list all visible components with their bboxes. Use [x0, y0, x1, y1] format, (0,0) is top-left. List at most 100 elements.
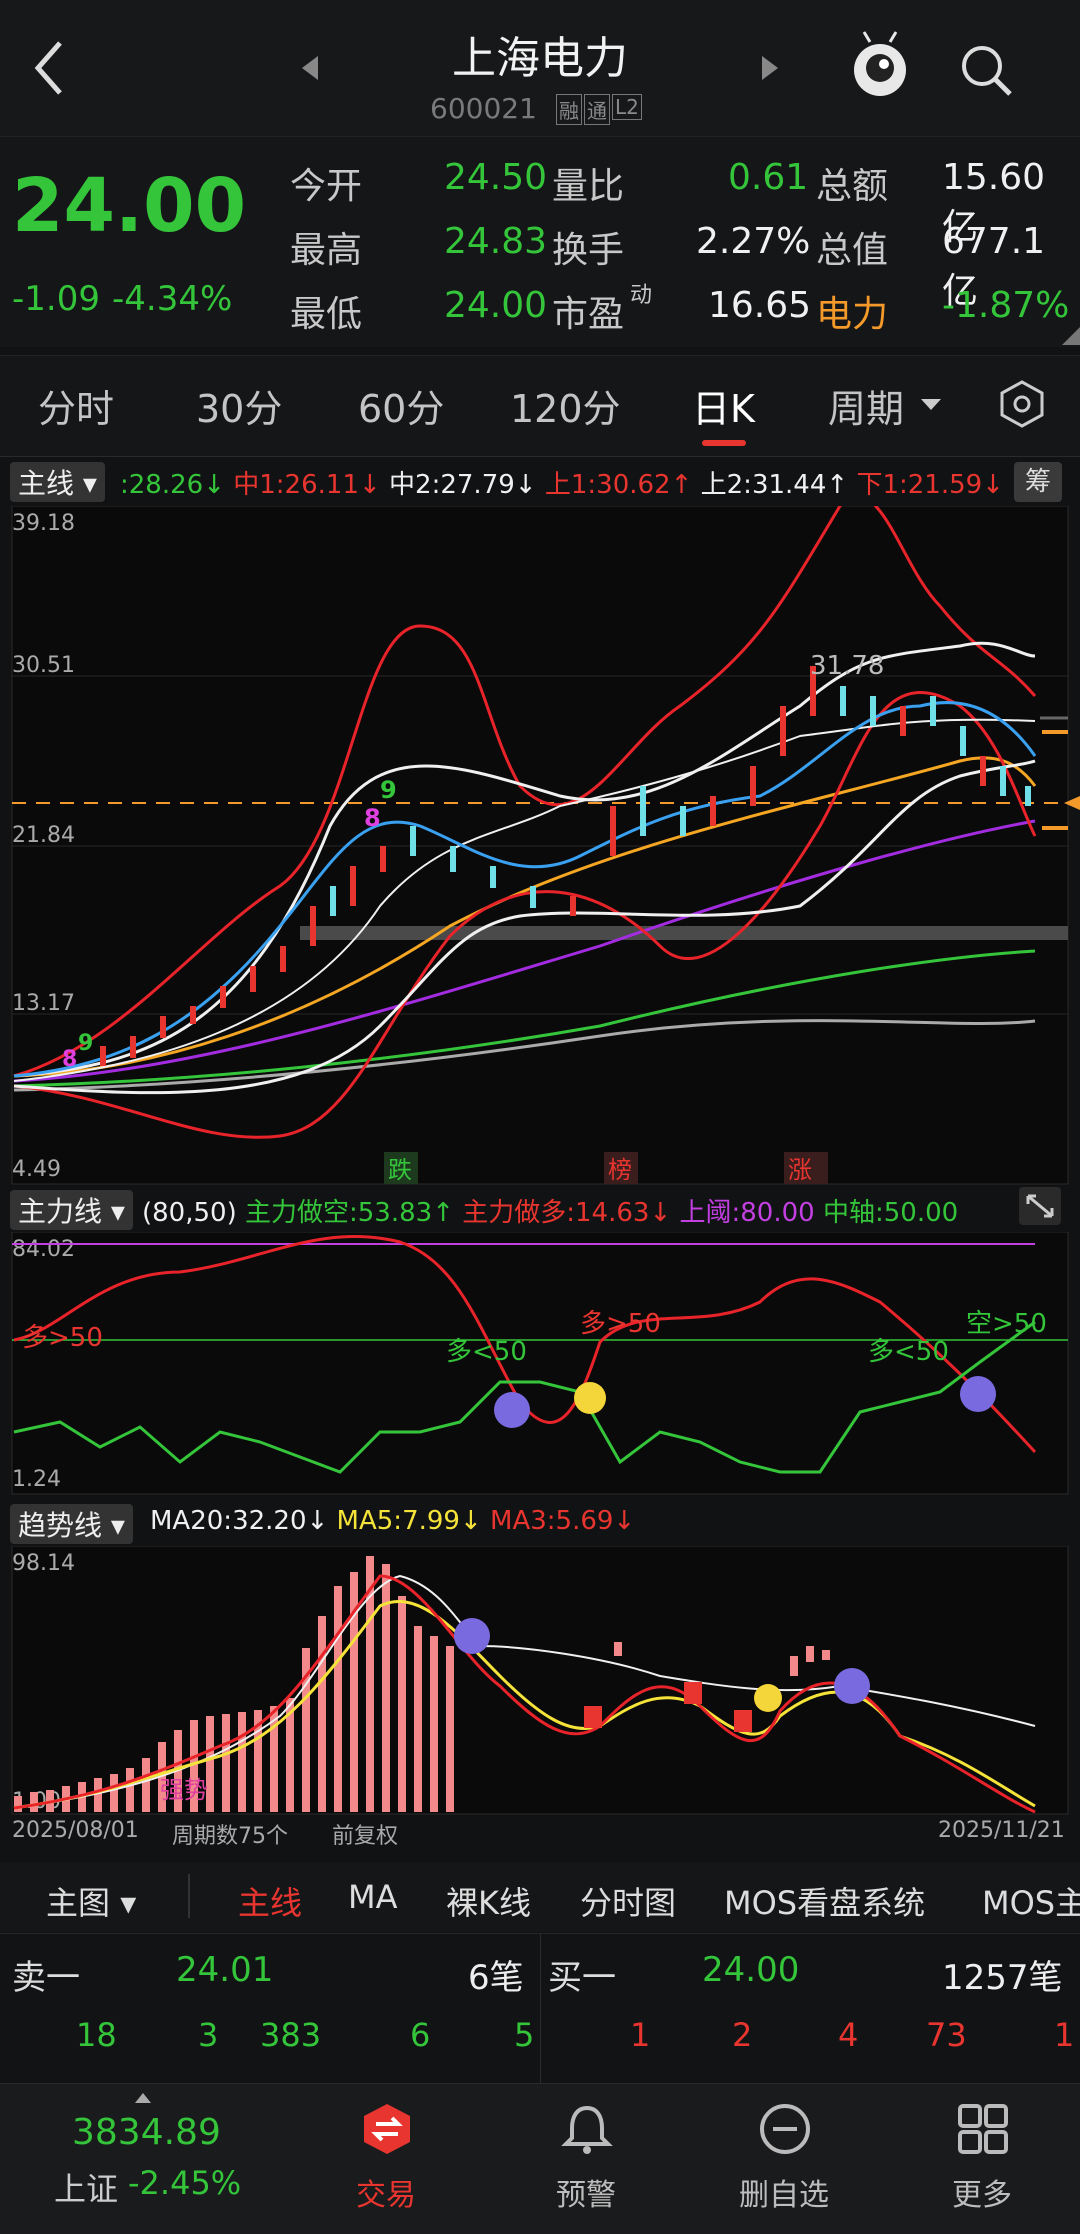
tab-main-line[interactable]: 主线 [238, 1884, 303, 1922]
pe-dynamic-sup: 动 [630, 283, 653, 308]
buy-tick-4: 73 [926, 2016, 967, 2054]
main-chart-label: 主图 [46, 1884, 111, 1922]
main-indicator-selector[interactable]: 主线 ▾ [10, 462, 105, 502]
sell-tick-4: 6 [410, 2016, 431, 2054]
tab-naked-k[interactable]: 裸K线 [446, 1884, 531, 1922]
sub2-legend-ma3: MA3:5.69↓ [490, 1506, 636, 1536]
settings-hexagon-icon[interactable] [996, 378, 1048, 430]
svg-text:9: 9 [380, 776, 397, 804]
stock-name: 上海电力 [452, 33, 628, 84]
buy-tick-5: 1 [1054, 2016, 1075, 2054]
buy-tick-1: 1 [630, 2016, 651, 2054]
turnover-amount-value: 15.60亿 [942, 157, 1046, 248]
tab-30min[interactable]: 30分 [196, 387, 283, 431]
turnover-rate-label: 换手 [552, 230, 625, 271]
bottom-nav: 3834.89 上证 -2.45% 交易 预警 删自选 更多 [0, 2083, 1080, 2234]
quote-panel: 24.00 -1.09 -4.34% 今开 24.50 量比 0.61 总额 1… [0, 136, 1080, 347]
price-change-pct: -4.34% [112, 279, 233, 319]
index-name: 上证 [54, 2170, 119, 2208]
sub2-y-tick-top: 98.14 [12, 1551, 75, 1576]
nav-alert-label: 预警 [556, 2178, 616, 2213]
buy1-label: 买一 [548, 1958, 616, 1998]
trade-icon [364, 2104, 410, 2154]
trend-chart[interactable]: 98.14 1.00 强势 [0, 1546, 1080, 1816]
tab-intraday[interactable]: 分时 [38, 387, 115, 431]
nav-trade[interactable]: 交易 [316, 2094, 456, 2224]
high-value: 24.83 [444, 221, 548, 262]
legend-mid1: 中1:26.11↓ [233, 470, 381, 500]
period-tabs: 分时 30分 60分 120分 日K 周期 [0, 355, 1080, 457]
nav-alert[interactable]: 预警 [516, 2094, 656, 2224]
pe-label: 市盈 [552, 294, 625, 335]
sell1-count: 6笔 [468, 1958, 524, 1998]
sub1-indicator-selector[interactable]: 主力线 ▾ [10, 1190, 133, 1230]
chevron-down-icon [921, 399, 941, 410]
sub2-indicator-label: 趋势线 [18, 1509, 103, 1542]
main-chart-selector[interactable]: 主图 ▾ [46, 1884, 137, 1922]
buy-tick-2: 2 [732, 2016, 753, 2054]
caret-up-icon [135, 2093, 151, 2103]
sector-label[interactable]: 电力 [816, 294, 889, 335]
legend-main: :28.26↓ [120, 470, 225, 500]
legend-mid2: 中2:27.79↓ [389, 470, 537, 500]
tab-120min[interactable]: 120分 [510, 387, 621, 431]
open-label: 今开 [290, 166, 363, 207]
buy1-price: 24.00 [702, 1950, 800, 1990]
tab-timeshare[interactable]: 分时图 [580, 1884, 677, 1922]
last-price: 24.00 [12, 163, 247, 249]
search-icon[interactable] [956, 40, 1016, 100]
marker-rank: 榜 [608, 1156, 632, 1184]
y-tick-bottom: 4.49 [12, 1157, 61, 1182]
sell1-price: 24.01 [176, 1950, 274, 1990]
price-change: -1.09 [12, 279, 100, 319]
axis-start-date: 2025/08/01 [12, 1818, 139, 1843]
volume-ratio-label: 量比 [552, 166, 625, 207]
y-tick-top: 39.18 [12, 511, 75, 536]
low-value: 24.00 [444, 285, 548, 326]
anno-long-below-2: 多<50 [868, 1337, 949, 1367]
corner-arrow-icon [1062, 327, 1080, 345]
chip-distribution-button[interactable]: 筹 [1014, 462, 1062, 502]
turnover-amount-label: 总额 [816, 166, 889, 207]
axis-adjust-mode[interactable]: 前复权 [332, 1824, 399, 1849]
y-tick-3: 21.84 [12, 823, 75, 848]
stock-code: 600021 [430, 92, 537, 125]
mascot-icon[interactable] [848, 28, 912, 104]
turnover-rate-value: 2.27% [696, 221, 811, 262]
legend-low1: 下1:21.59↓ [856, 470, 1004, 500]
tab-daily-k[interactable]: 日K [692, 387, 755, 431]
market-cap-value: 677.1亿 [942, 221, 1046, 312]
next-stock-icon[interactable] [758, 54, 782, 82]
sub1-legend-upper: 上阈:80.00 [679, 1198, 815, 1228]
index-value[interactable]: 3834.89 [72, 2112, 221, 2153]
tab-mos-main[interactable]: MOS主 [982, 1884, 1080, 1922]
sub1-y-tick-bottom: 1.24 [12, 1467, 61, 1492]
nav-remove-label: 删自选 [739, 2178, 829, 2213]
nav-more[interactable]: 更多 [912, 2094, 1052, 2224]
open-value: 24.50 [444, 157, 548, 198]
current-price-marker [1064, 796, 1080, 810]
sell-tick-5: 5 [514, 2016, 535, 2054]
bell-icon [561, 2105, 613, 2154]
order-book: 卖一 24.01 6笔 18 3 383 6 5 买一 24.00 1257笔 … [0, 1933, 1080, 2084]
tab-60min[interactable]: 60分 [358, 387, 445, 431]
prev-stock-icon[interactable] [298, 54, 322, 82]
tab-ma[interactable]: MA [348, 1878, 398, 1916]
nav-remove-watchlist[interactable]: 删自选 [714, 2094, 854, 2224]
support-band [300, 926, 1068, 940]
peak-price-label: 31.78 [810, 651, 884, 681]
y-tick-2: 30.51 [12, 653, 75, 678]
axis-end-date: 2025/11/21 [938, 1818, 1065, 1843]
sub1-y-tick-top: 84.02 [12, 1237, 75, 1262]
minus-circle-icon [760, 2104, 810, 2154]
expand-icon[interactable] [1018, 1186, 1062, 1226]
main-candlestick-chart[interactable]: 39.18 30.51 21.84 13.17 4.49 31.78 9 8 9… [0, 506, 1080, 1186]
sub2-indicator-selector[interactable]: 趋势线 ▾ [10, 1504, 133, 1544]
nav-trade-label: 交易 [356, 2178, 416, 2213]
back-icon[interactable] [30, 38, 70, 98]
tab-mos-system[interactable]: MOS看盘系统 [724, 1884, 926, 1922]
sub1-indicator-label: 主力线 [18, 1195, 103, 1228]
main-force-chart[interactable]: 84.02 1.24 多>50 多<50 多>50 多<50 空>50 [0, 1232, 1080, 1496]
tab-period[interactable]: 周期 [828, 387, 905, 431]
main-legend: :28.26↓ 中1:26.11↓ 中2:27.79↓ 上1:30.62↑ 上2… [120, 464, 1004, 501]
